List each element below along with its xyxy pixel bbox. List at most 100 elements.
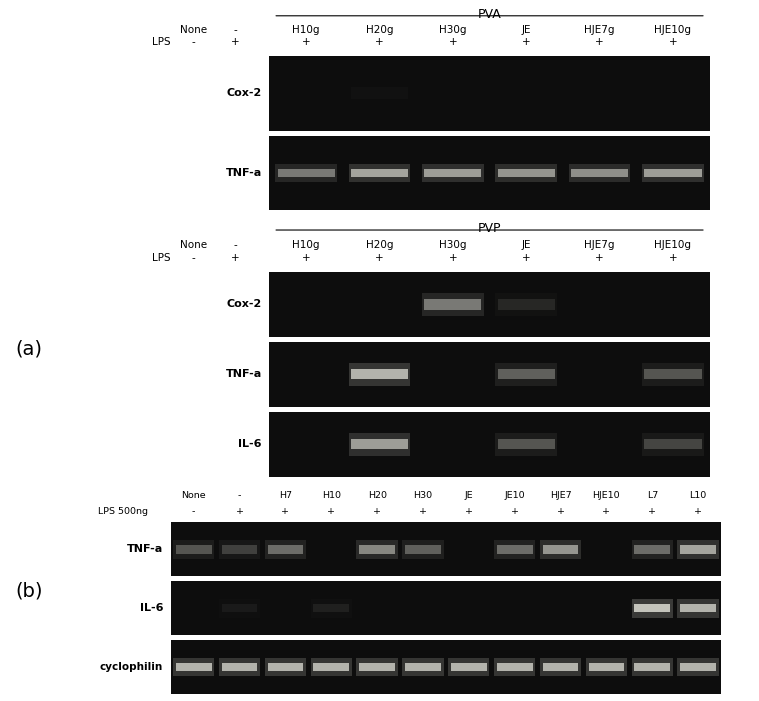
Text: -: - [238,491,241,501]
Bar [267,545,304,554]
Bar [310,599,352,618]
Bar [348,163,411,182]
Text: L7: L7 [647,491,658,501]
Bar [310,658,352,676]
Bar [222,604,257,613]
Text: +: + [449,252,457,263]
Text: -: - [192,37,195,47]
Text: +: + [603,508,610,517]
Text: +: + [694,508,702,517]
Bar [351,169,408,177]
Text: PVP: PVP [478,222,501,236]
Text: TNF-a: TNF-a [127,544,163,554]
Text: TNF-a: TNF-a [225,168,262,178]
Bar [424,299,481,310]
Bar [642,163,704,182]
Text: None: None [180,25,207,35]
Bar [568,163,631,182]
Text: HJE7g: HJE7g [584,240,615,250]
Text: +: + [282,508,289,517]
Text: +: + [375,252,384,263]
Bar [644,169,701,177]
Text: JE10: JE10 [505,491,525,501]
Text: L10: L10 [689,491,707,501]
Text: +: + [302,252,310,263]
Bar [497,545,533,554]
Text: HJE10: HJE10 [593,491,620,501]
Text: H10g: H10g [292,25,320,35]
Text: H7: H7 [279,491,292,501]
Bar [680,662,716,672]
Text: JE: JE [465,491,473,501]
Bar [498,169,555,177]
Text: +: + [231,37,240,47]
Bar [276,163,337,182]
Bar [219,599,260,618]
Text: +: + [669,252,677,263]
Bar [267,662,304,672]
Bar [265,540,306,559]
Bar [635,662,670,672]
Bar [642,363,704,386]
Text: +: + [595,37,604,47]
Bar [631,540,673,559]
Bar [278,169,335,177]
Bar [494,658,535,676]
Bar [497,662,533,672]
Bar [588,662,625,672]
Bar [498,439,555,449]
Bar [680,545,716,554]
Text: +: + [419,508,427,517]
Text: H20: H20 [367,491,386,501]
Text: H30: H30 [414,491,433,501]
Text: +: + [648,508,657,517]
Text: (b): (b) [15,581,43,600]
Text: cyclophilin: cyclophilin [100,662,163,672]
Bar [219,658,260,676]
Text: HJE10g: HJE10g [654,240,691,250]
Bar [359,545,395,554]
Bar [496,293,557,316]
Text: +: + [556,508,565,517]
Text: IL-6: IL-6 [140,603,163,613]
Text: LPS 500ng: LPS 500ng [98,508,148,517]
Bar [678,658,719,676]
Text: +: + [235,508,244,517]
Text: Cox-2: Cox-2 [227,299,262,309]
Text: +: + [449,37,457,47]
Bar [543,545,578,554]
Text: +: + [231,252,240,263]
Bar [176,662,212,672]
Text: H20g: H20g [366,25,393,35]
Text: None: None [181,491,206,501]
Text: +: + [375,37,384,47]
Text: +: + [327,508,335,517]
Text: +: + [522,252,531,263]
Bar [424,169,481,177]
Bar [449,658,490,676]
Bar [635,604,670,613]
Bar [405,662,441,672]
Bar [496,433,557,456]
Bar [543,662,578,672]
Bar [644,369,701,379]
Bar [351,439,408,449]
Bar [678,599,719,618]
Bar [422,293,483,316]
Bar [540,540,581,559]
Bar [402,540,443,559]
Bar [265,658,306,676]
Bar [405,545,441,554]
Bar [402,658,443,676]
Bar [494,540,535,559]
Bar [173,658,214,676]
Text: H10g: H10g [292,240,320,250]
Text: +: + [669,37,677,47]
Text: LPS: LPS [152,252,171,263]
Bar [359,662,395,672]
Bar [348,363,411,386]
Bar [222,662,257,672]
Text: JE: JE [521,25,531,35]
Bar [348,80,411,107]
Bar [571,169,628,177]
